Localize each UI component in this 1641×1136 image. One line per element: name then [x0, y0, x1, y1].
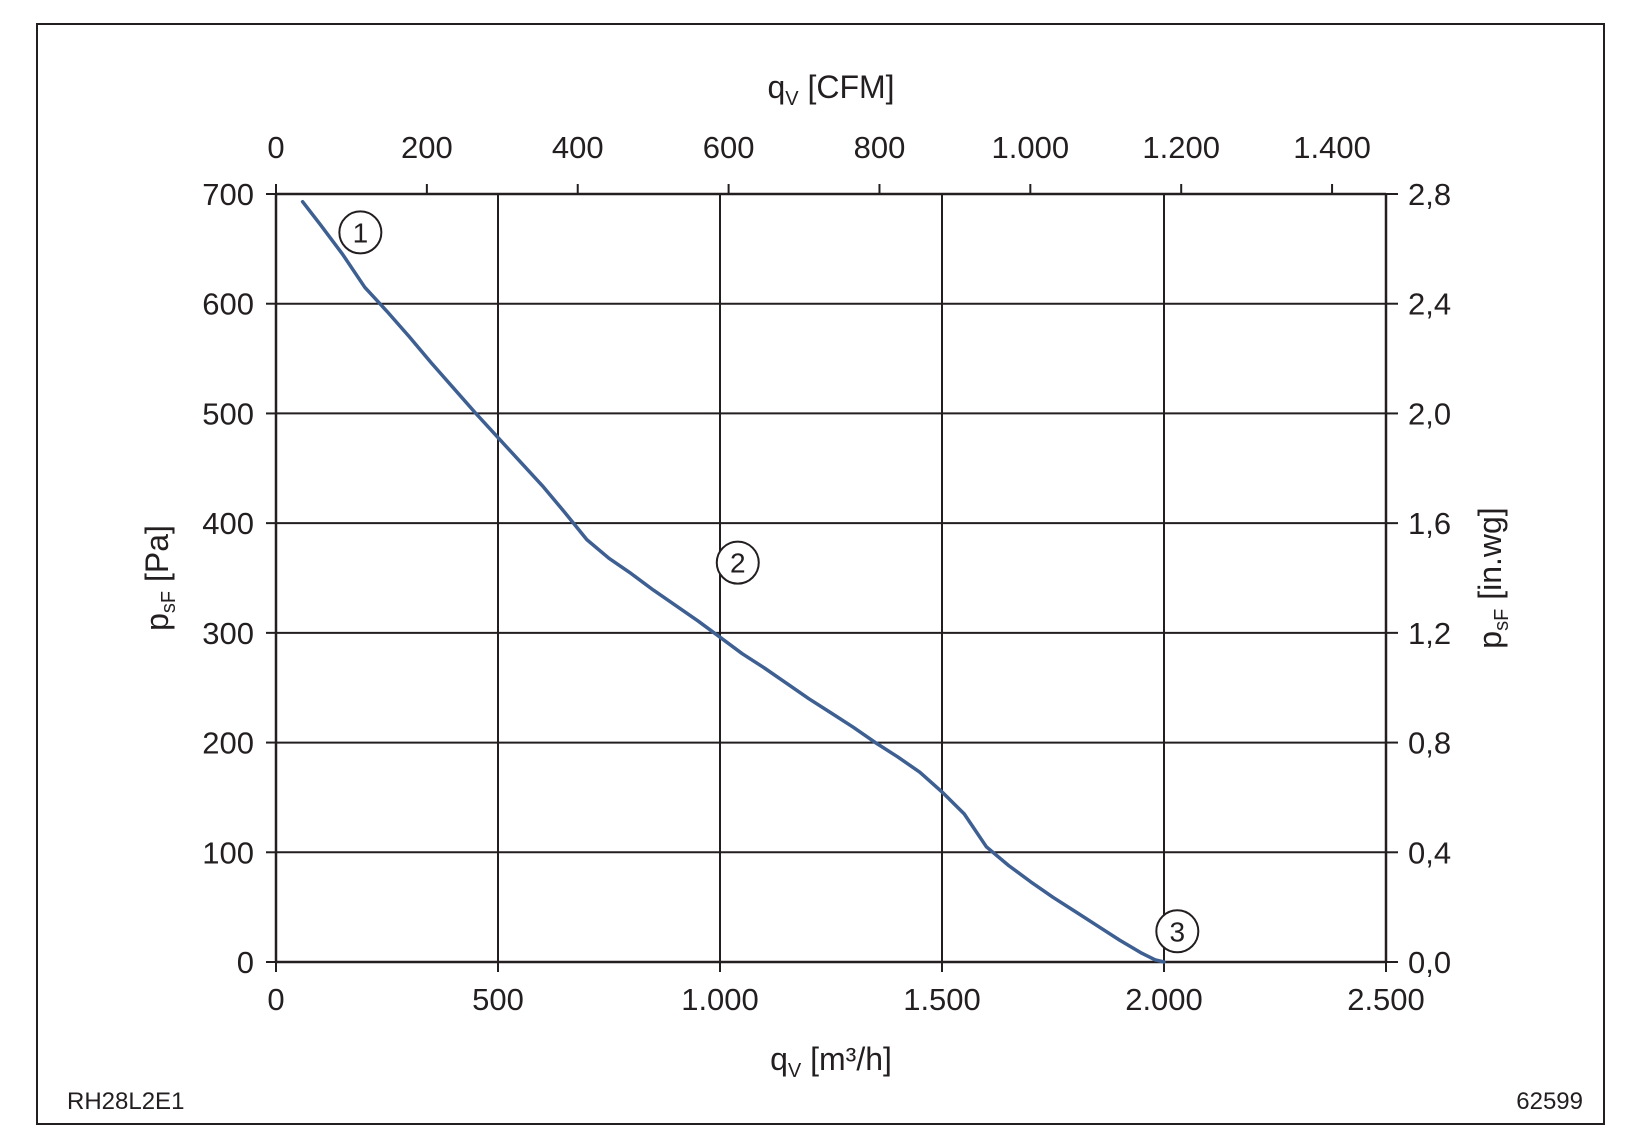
marker-label: 3 — [1170, 916, 1186, 947]
x2-axis-title: qV [CFM] — [767, 69, 894, 110]
x-tick-label: 1.000 — [681, 982, 759, 1017]
frame-border — [36, 23, 1605, 1125]
footer-right: 62599 — [1516, 1088, 1583, 1115]
y2-tick-label: 1,6 — [1408, 506, 1451, 541]
marker-label: 1 — [353, 217, 369, 248]
gridlines — [276, 194, 1386, 962]
x2-tick-label: 1.000 — [992, 130, 1070, 165]
x-tick-label: 0 — [267, 982, 284, 1017]
y2-tick-label: 2,4 — [1408, 287, 1451, 322]
marker-3: 3 — [1155, 909, 1200, 954]
x2-tick-label: 1.200 — [1142, 130, 1220, 165]
axis-labels: qV [m³/h] qV [CFM] psF [Pa] psF [in.wg] — [139, 69, 1513, 1082]
x2-tick-label: 800 — [854, 130, 906, 165]
marker-circle — [338, 210, 383, 255]
x2-tick-label: 400 — [552, 130, 604, 165]
axes: 0 500 1.000 1.500 2.000 2.500 0 200 400 600 800 1.0… — [202, 130, 1451, 1017]
x-axis-title: qV [m³/h] — [770, 1041, 892, 1082]
x2-tick-label: 600 — [703, 130, 755, 165]
y-tick-label: 300 — [202, 616, 254, 651]
y2-tick-label: 1,2 — [1408, 616, 1451, 651]
y-tick-label: 100 — [202, 835, 254, 870]
y-tick-label: 200 — [202, 726, 254, 761]
y2-tick-label: 2,0 — [1408, 396, 1451, 431]
x-tick-label: 2.500 — [1347, 982, 1425, 1017]
x2-tick-label: 1.400 — [1293, 130, 1371, 165]
x2-tick-label: 0 — [267, 130, 284, 165]
footer-left: RH28L2E1 — [67, 1088, 184, 1115]
y-tick-label: 700 — [202, 177, 254, 212]
x-tick-label: 500 — [472, 982, 524, 1017]
series-group — [300, 199, 1166, 964]
y-tick-label: 0 — [237, 945, 254, 980]
series-line — [300, 199, 1166, 964]
annotations: 1 2 3 — [338, 210, 1200, 954]
x-tick-label: 2.000 — [1125, 982, 1203, 1017]
marker-circle — [715, 540, 760, 585]
y-tick-label: 600 — [202, 287, 254, 322]
y-tick-label: 500 — [202, 396, 254, 431]
y2-tick-label: 0,0 — [1408, 945, 1451, 980]
marker-2: 2 — [715, 540, 760, 585]
y2-tick-label: 0,4 — [1408, 835, 1451, 870]
x2-tick-label: 200 — [401, 130, 453, 165]
marker-label: 2 — [730, 548, 746, 579]
y2-tick-label: 0,8 — [1408, 726, 1451, 761]
y-axis-title: psF [Pa] — [139, 525, 180, 631]
y-tick-label: 400 — [202, 506, 254, 541]
y2-axis-title: psF [in.wg] — [1472, 507, 1513, 648]
marker-circle — [1155, 909, 1200, 954]
marker-1: 1 — [338, 210, 383, 255]
x-tick-label: 1.500 — [903, 982, 981, 1017]
y2-tick-label: 2,8 — [1408, 177, 1451, 212]
